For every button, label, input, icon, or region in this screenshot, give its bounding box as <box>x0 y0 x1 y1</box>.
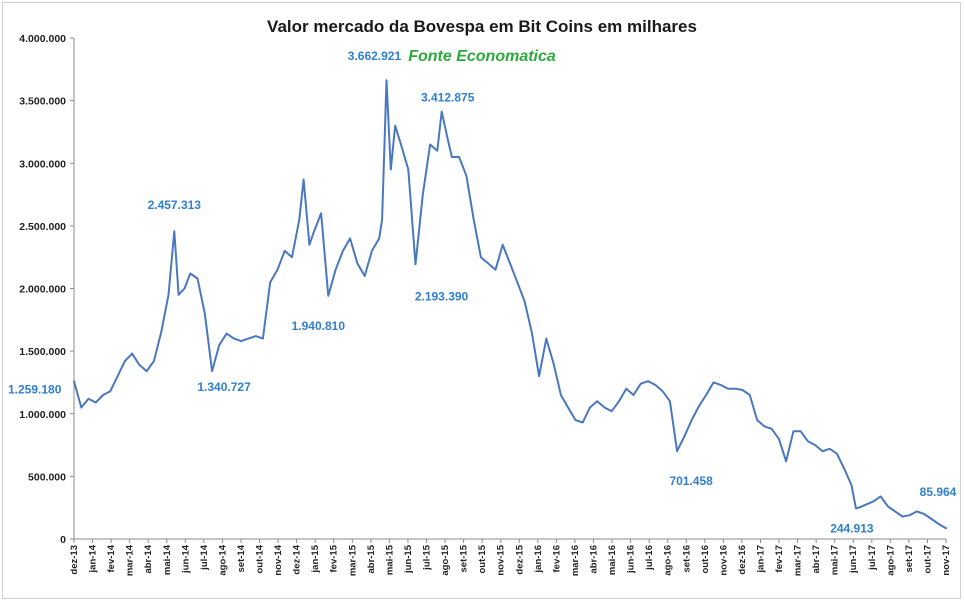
x-tick-label: out-15 <box>477 544 488 573</box>
x-tick-label: jan-14 <box>88 544 99 573</box>
x-tick-label: ago-17 <box>885 545 896 576</box>
x-tick-label: abr-17 <box>811 545 822 574</box>
x-tick-label: jan-17 <box>755 545 766 573</box>
series-group <box>73 79 947 530</box>
data-label: 3.412.875 <box>421 91 475 105</box>
x-tick-label: abr-15 <box>366 544 377 573</box>
x-tick-label: mar-17 <box>793 545 804 576</box>
y-tick-label: 1.500.000 <box>19 346 66 358</box>
x-tick-label: nov-16 <box>718 545 729 576</box>
x-tick-label: set-14 <box>236 544 247 572</box>
x-tick-label: abr-16 <box>588 545 599 574</box>
x-tick-label: mai-14 <box>162 544 173 575</box>
y-tick-label: 500.000 <box>28 471 66 483</box>
y-tick-label: 2.000.000 <box>19 284 66 296</box>
x-tick-label: mar-16 <box>570 545 581 576</box>
x-tick-label: dez-14 <box>292 544 303 574</box>
x-tick-label: out-16 <box>700 545 711 574</box>
x-tick-label: fev-17 <box>774 545 785 572</box>
x-tick-label: jun-17 <box>848 545 859 574</box>
x-tick-label: jul-17 <box>867 545 878 571</box>
data-label: 85.964 <box>920 485 957 499</box>
x-tick-label: nov-14 <box>273 544 284 575</box>
y-tick-label: 4.000.000 <box>19 33 66 45</box>
x-tick-label: out-17 <box>922 545 933 574</box>
x-tick-label: set-16 <box>681 545 692 572</box>
y-tick-label: 3.500.000 <box>19 96 66 108</box>
x-tick-label: jun-14 <box>180 544 191 574</box>
x-tick-label: nov-15 <box>496 544 507 575</box>
x-tick-label: ago-14 <box>217 544 228 575</box>
x-tick-label: jun-16 <box>626 545 637 574</box>
x-tick-label: set-15 <box>459 544 470 572</box>
x-tick-label: mai-15 <box>384 544 395 575</box>
x-tick-label: mai-16 <box>607 545 618 575</box>
x-tick-label: fev-15 <box>329 544 340 572</box>
x-tick-label: ago-15 <box>440 544 451 575</box>
x-tick-label: fev-16 <box>551 545 562 572</box>
data-label: 1.259.180 <box>8 382 62 396</box>
x-tick-label: jun-15 <box>403 544 414 574</box>
data-label: 2.193.390 <box>415 289 469 303</box>
x-tick-label: mai-17 <box>830 545 841 575</box>
x-tick-label: jul-15 <box>422 544 433 571</box>
y-tick-label: 3.000.000 <box>19 158 66 170</box>
y-tick-label: 1.000.000 <box>19 409 66 421</box>
x-tick-label: mar-15 <box>347 544 358 576</box>
data-label: 3.662.921 <box>348 49 402 63</box>
data-label: 2.457.313 <box>148 198 202 212</box>
x-tick-label: jan-15 <box>310 544 321 573</box>
x-tick-label: dez-13 <box>69 545 80 575</box>
x-tick-label: jan-16 <box>533 545 544 573</box>
data-label: 244.913 <box>830 521 874 535</box>
data-label: 1.340.727 <box>197 380 251 394</box>
data-label: 701.458 <box>669 474 713 488</box>
x-tick-label: jul-14 <box>199 544 210 571</box>
x-tick-label: nov-17 <box>941 545 952 576</box>
x-tick-label: out-14 <box>255 544 266 573</box>
y-axis: 0 500.000 1.000.000 1.500.000 2.000.000 2.500… <box>19 33 75 546</box>
x-tick-label: set-17 <box>904 545 915 572</box>
y-tick-label: 2.500.000 <box>19 221 66 233</box>
x-tick-label: jul-16 <box>644 545 655 571</box>
annotations-group: 1.259.180 2.457.313 1.340.727 1.940.810 3.66… <box>8 49 957 535</box>
x-tick-label: fev-14 <box>106 544 117 572</box>
x-tick-label: ago-16 <box>663 545 674 576</box>
x-tick-label: dez-15 <box>514 544 525 574</box>
series-line-0 <box>73 79 947 530</box>
x-tick-label: abr-14 <box>143 544 154 573</box>
x-tick-label: mar-14 <box>125 544 136 576</box>
x-tick-label: dez-16 <box>737 545 748 575</box>
data-label: 1.940.810 <box>292 319 346 333</box>
x-axis: dez-13 jan-14 fev-14 mar-14 abr-14 mai-14 jun-… <box>69 538 952 576</box>
y-tick-label: 0 <box>60 534 66 546</box>
chart-subtitle: Fonte Economatica <box>408 48 556 65</box>
chart-title: Valor mercado da Bovespa em Bit Coins em… <box>267 17 697 36</box>
